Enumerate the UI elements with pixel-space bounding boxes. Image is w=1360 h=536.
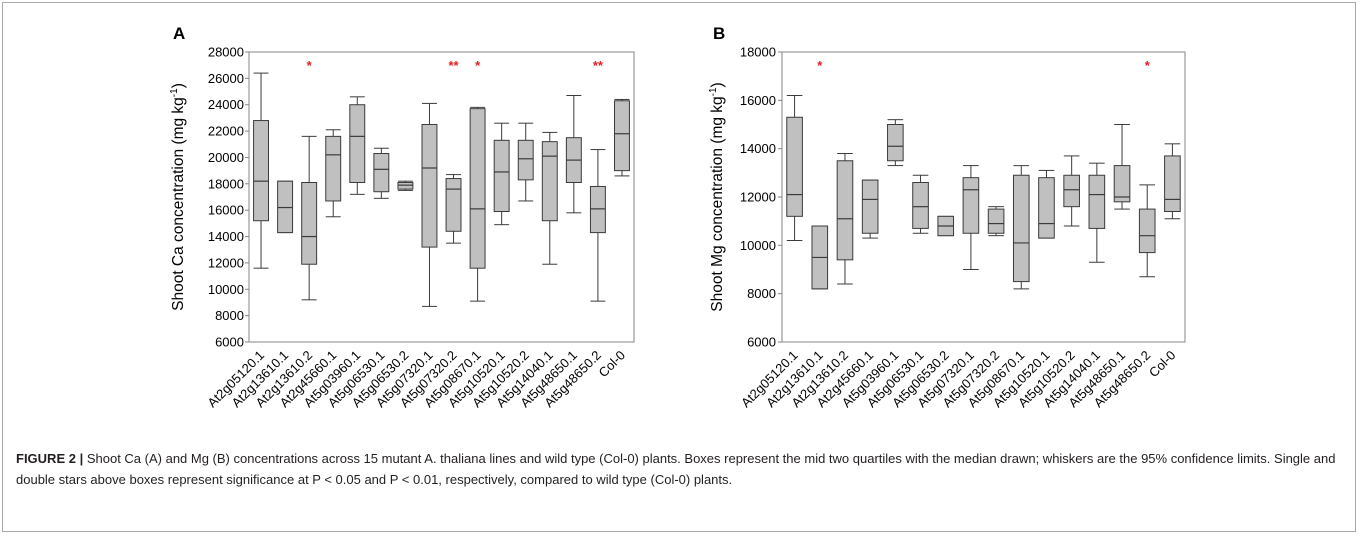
significance-star: *	[307, 58, 313, 73]
iqr-box	[1138, 208, 1156, 254]
x-tick-label: Col-0	[596, 348, 629, 381]
iqr-box	[397, 182, 414, 190]
iqr-box	[836, 160, 854, 261]
significance-star: *	[475, 58, 481, 73]
iqr-box	[786, 116, 803, 217]
box-Col-0: Col-0	[1146, 143, 1181, 381]
y-tick-label: 14000	[740, 141, 776, 156]
iqr-box	[277, 180, 294, 234]
iqr-box	[962, 177, 980, 234]
y-tick-label: 16000	[208, 203, 244, 218]
iqr-box	[1164, 155, 1181, 213]
y-tick-label: 26000	[208, 71, 244, 86]
iqr-box	[445, 178, 462, 232]
iqr-box	[1063, 174, 1080, 208]
iqr-box	[987, 208, 1005, 234]
y-axis-title: Shoot Ca concentration (mg kg-1)	[169, 83, 187, 311]
significance-star: *	[817, 58, 823, 73]
y-tick-label: 8000	[747, 286, 776, 301]
plot-area	[248, 51, 635, 343]
iqr-box	[912, 182, 929, 229]
iqr-box	[1038, 177, 1055, 239]
y-tick-label: 12000	[208, 255, 244, 270]
y-tick-label: 18000	[208, 176, 244, 191]
iqr-box	[1012, 174, 1030, 283]
caption-label: FIGURE 2 |	[16, 451, 84, 466]
significance-star: *	[1145, 58, 1151, 73]
iqr-box	[421, 124, 438, 248]
iqr-box	[373, 153, 390, 193]
y-tick-label: 28000	[208, 45, 244, 60]
y-axis-title: Shoot Mg concentration (mg kg-1)	[708, 82, 726, 311]
y-tick-label: 14000	[208, 229, 244, 244]
y-tick-label: 22000	[208, 124, 244, 139]
chart-panel-b: B 6000 8000 10000 12000 14000 16000 18000 Shoot …	[708, 24, 1186, 410]
iqr-box	[1113, 165, 1131, 203]
iqr-box	[614, 100, 630, 172]
y-tick-label: 10000	[208, 282, 244, 297]
iqr-box	[1088, 174, 1106, 229]
iqr-box	[493, 139, 510, 212]
y-tick-label: 10000	[740, 238, 776, 253]
iqr-box	[861, 179, 879, 234]
iqr-box	[469, 108, 486, 269]
y-tick-label: 8000	[215, 308, 244, 323]
figure-caption: FIGURE 2 | Shoot Ca (A) and Mg (B) conce…	[16, 448, 1341, 490]
y-tick-label: 24000	[208, 97, 244, 112]
y-tick-label: 6000	[747, 335, 776, 350]
iqr-box	[301, 182, 318, 265]
iqr-box	[541, 141, 558, 222]
panel-label: B	[713, 24, 725, 43]
y-tick-label: 6000	[215, 335, 244, 350]
panel-label: A	[173, 24, 185, 43]
iqr-box	[887, 124, 904, 162]
y-tick-label: 20000	[208, 150, 244, 165]
iqr-box	[517, 139, 534, 181]
y-tick-label: 16000	[740, 93, 776, 108]
y-tick-label: 12000	[740, 190, 776, 205]
significance-star: **	[593, 58, 604, 73]
x-tick-label: Col-0	[1146, 348, 1179, 381]
iqr-box	[253, 120, 269, 222]
caption-text: Shoot Ca (A) and Mg (B) concentrations a…	[16, 451, 1336, 487]
iqr-box	[349, 104, 366, 183]
figure-charts: A 6000 8000 10000 12000 14000 16000 18000 20000 2…	[169, 24, 1186, 410]
iqr-box	[325, 135, 342, 202]
y-tick-label: 18000	[740, 45, 776, 60]
chart-panel-a: A 6000 8000 10000 12000 14000 16000 18000 20000 2…	[169, 24, 635, 410]
iqr-box	[589, 185, 606, 234]
significance-star: **	[448, 58, 459, 73]
box-Col-0: Col-0	[596, 98, 630, 381]
